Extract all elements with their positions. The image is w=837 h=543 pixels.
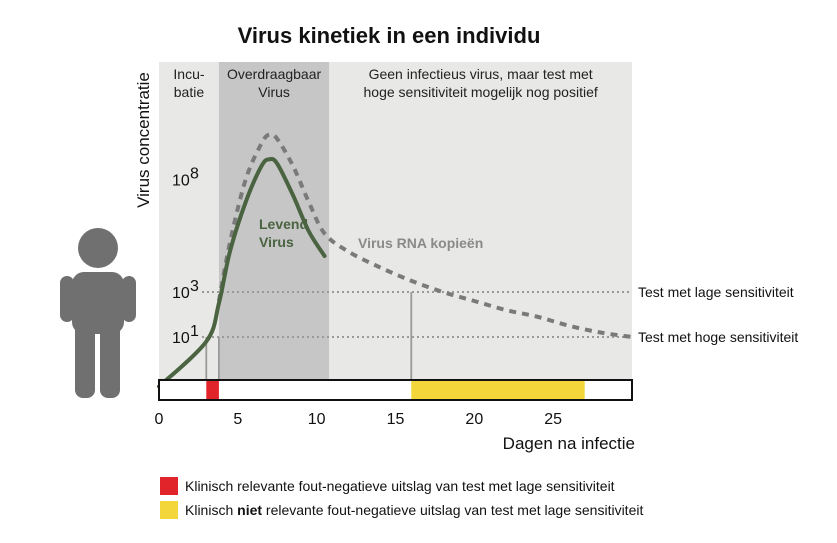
- series-label-live-1: Virus: [259, 234, 294, 250]
- x-tick-1: 5: [233, 411, 242, 428]
- chart-title: Virus kinetiek in een individu: [238, 23, 541, 48]
- y-tick-exp-0: 1: [190, 323, 199, 340]
- legend-swatch-red: [160, 477, 178, 495]
- y-tick-exp-1: 3: [190, 278, 199, 295]
- y-axis-label: Virus concentratie: [134, 72, 153, 208]
- person-icon: [60, 228, 136, 398]
- timeline-band-0: [206, 380, 219, 400]
- timeline-bar: [158, 379, 633, 401]
- timeline-frame: [158, 379, 633, 401]
- phase-backgrounds: [159, 62, 632, 380]
- series-label-live-0: Levend: [259, 216, 308, 232]
- x-tick-0: 0: [155, 411, 164, 428]
- legend-label-yellow: Klinisch niet relevante fout-negatieve u…: [185, 502, 644, 518]
- threshold-label-1: Test met hoge sensitiviteit: [638, 329, 798, 345]
- series-line-1: [216, 132, 633, 339]
- series-label-rna-0: Virus RNA kopieën: [358, 235, 483, 251]
- phase-label-1-0: Overdraagbaar: [227, 66, 322, 82]
- phase-labels: Incu-batie Overdraagbaar Virus Geen infecti…: [173, 66, 597, 100]
- x-tick-5: 25: [544, 411, 562, 428]
- y-axis-ticks: 10 110 310 8: [172, 166, 199, 348]
- x-tick-4: 20: [465, 411, 483, 428]
- series-line-0: [157, 156, 327, 389]
- y-tick-exp-2: 8: [190, 166, 199, 183]
- phase-band-2: [329, 62, 632, 380]
- x-tick-3: 15: [387, 411, 405, 428]
- threshold-label-0: Test met lage sensitiviteit: [638, 284, 794, 300]
- legend-label-red: Klinisch relevante fout-negatieve uitsla…: [185, 478, 615, 494]
- x-axis-label: Dagen na infectie: [503, 434, 635, 453]
- phase-band-0: [159, 62, 219, 380]
- phase-label-2-0: Geen infectieus virus, maar test met: [369, 66, 593, 82]
- phase-label-2-1: hoge sensitiviteit mogelijk nog positief: [364, 84, 598, 100]
- phase-label-1-1: Virus: [258, 84, 290, 100]
- legend-item-red: Klinisch relevante fout-negatieve uitsla…: [160, 477, 615, 495]
- y-tick-0: 10: [172, 330, 190, 347]
- x-axis-ticks: 0 5 10 15 20 25: [155, 411, 563, 428]
- legend-item-yellow: Klinisch niet relevante fout-negatieve u…: [160, 501, 643, 519]
- phase-label-0-1: batie: [174, 84, 205, 100]
- series-group: [157, 132, 633, 389]
- threshold-lines: Test met lage sensitiviteit Test met hoge…: [202, 284, 798, 345]
- timeline-band-1: [411, 380, 585, 400]
- y-tick-2: 10: [172, 173, 190, 190]
- legend-swatch-yellow: [160, 501, 178, 519]
- y-tick-1: 10: [172, 285, 190, 302]
- phase-label-0-0: Incu-: [173, 66, 204, 82]
- x-tick-2: 10: [308, 411, 326, 428]
- series-labels: Levend Virus Virus RNA kopieën: [259, 216, 483, 251]
